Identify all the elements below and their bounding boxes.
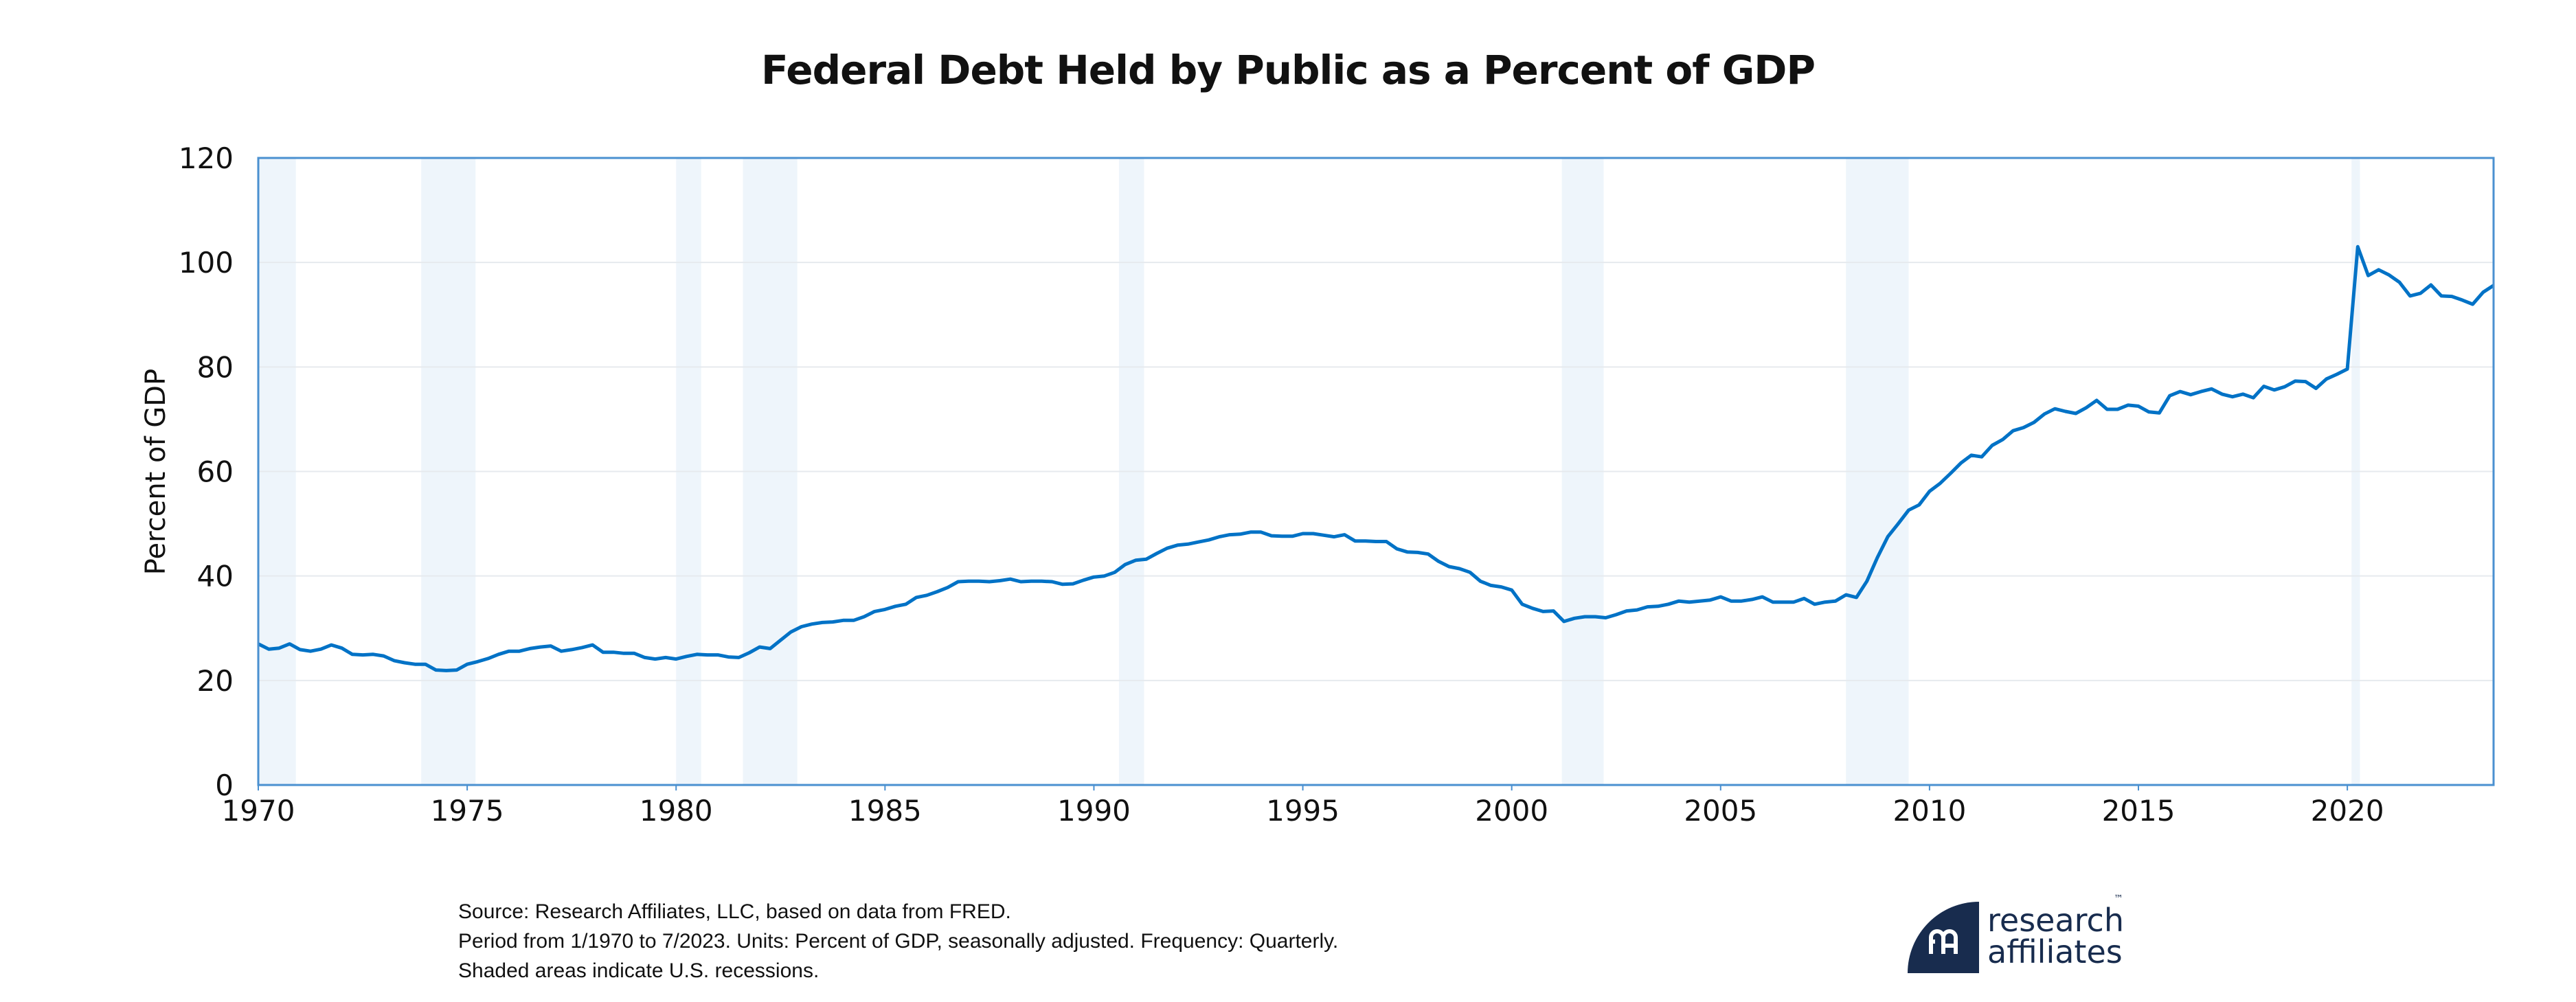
y-axis-ticks: 0 20 40 60 80 100 120 — [179, 141, 234, 802]
source-note: Source: Research Affiliates, LLC, based … — [458, 900, 1011, 923]
x-tick-label: 2020 — [2311, 794, 2384, 828]
y-tick-label: 40 — [197, 560, 234, 593]
logo-text-affiliates: affiliates — [1987, 933, 2123, 970]
logo-mark-icon — [1908, 902, 1979, 973]
gridlines — [258, 157, 2494, 786]
x-tick-label: 1995 — [1266, 794, 1340, 828]
series-line — [257, 244, 2495, 672]
y-tick-label: 100 — [179, 246, 234, 280]
x-tick-label: 1970 — [222, 794, 295, 828]
x-tick-label: 1975 — [431, 794, 504, 828]
x-tick-label: 1980 — [640, 794, 713, 828]
research-affiliates-logo: research ™ affiliates — [1908, 893, 2196, 973]
x-tick-label: 1990 — [1057, 794, 1131, 828]
x-axis-ticks: 1970 1975 1980 1985 1990 1995 2000 2005 2010 2015… — [222, 785, 2384, 828]
y-tick-label: 0 — [215, 768, 234, 802]
x-tick-label: 2015 — [2102, 794, 2176, 828]
period-note: Period from 1/1970 to 7/2023. Units: Per… — [458, 930, 1339, 953]
y-tick-label: 60 — [197, 455, 234, 489]
x-tick-label: 2000 — [1475, 794, 1548, 828]
y-tick-label: 80 — [197, 350, 234, 384]
line-chart: 0 20 40 60 80 100 120 1970 1975 1980 1985 1990 1995… — [140, 141, 2495, 828]
x-tick-label: 2005 — [1684, 794, 1757, 828]
logo-trademark: ™ — [2114, 893, 2123, 904]
chart-title: Federal Debt Held by Public as a Percent… — [761, 47, 1816, 93]
y-axis-label: Percent of GDP — [140, 369, 172, 575]
x-tick-label: 2010 — [1893, 794, 1966, 828]
y-tick-label: 20 — [197, 664, 234, 698]
source-notes: Source: Research Affiliates, LLC, based … — [458, 897, 1338, 986]
y-tick-label: 120 — [179, 141, 234, 175]
plot-frame — [257, 157, 2495, 786]
recession-note: Shaded areas indicate U.S. recessions. — [458, 959, 820, 982]
logo-text-research: research — [1987, 902, 2125, 939]
x-tick-label: 1985 — [848, 794, 922, 828]
